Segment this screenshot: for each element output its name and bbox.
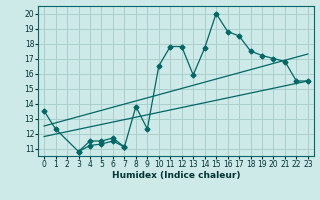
X-axis label: Humidex (Indice chaleur): Humidex (Indice chaleur) bbox=[112, 171, 240, 180]
